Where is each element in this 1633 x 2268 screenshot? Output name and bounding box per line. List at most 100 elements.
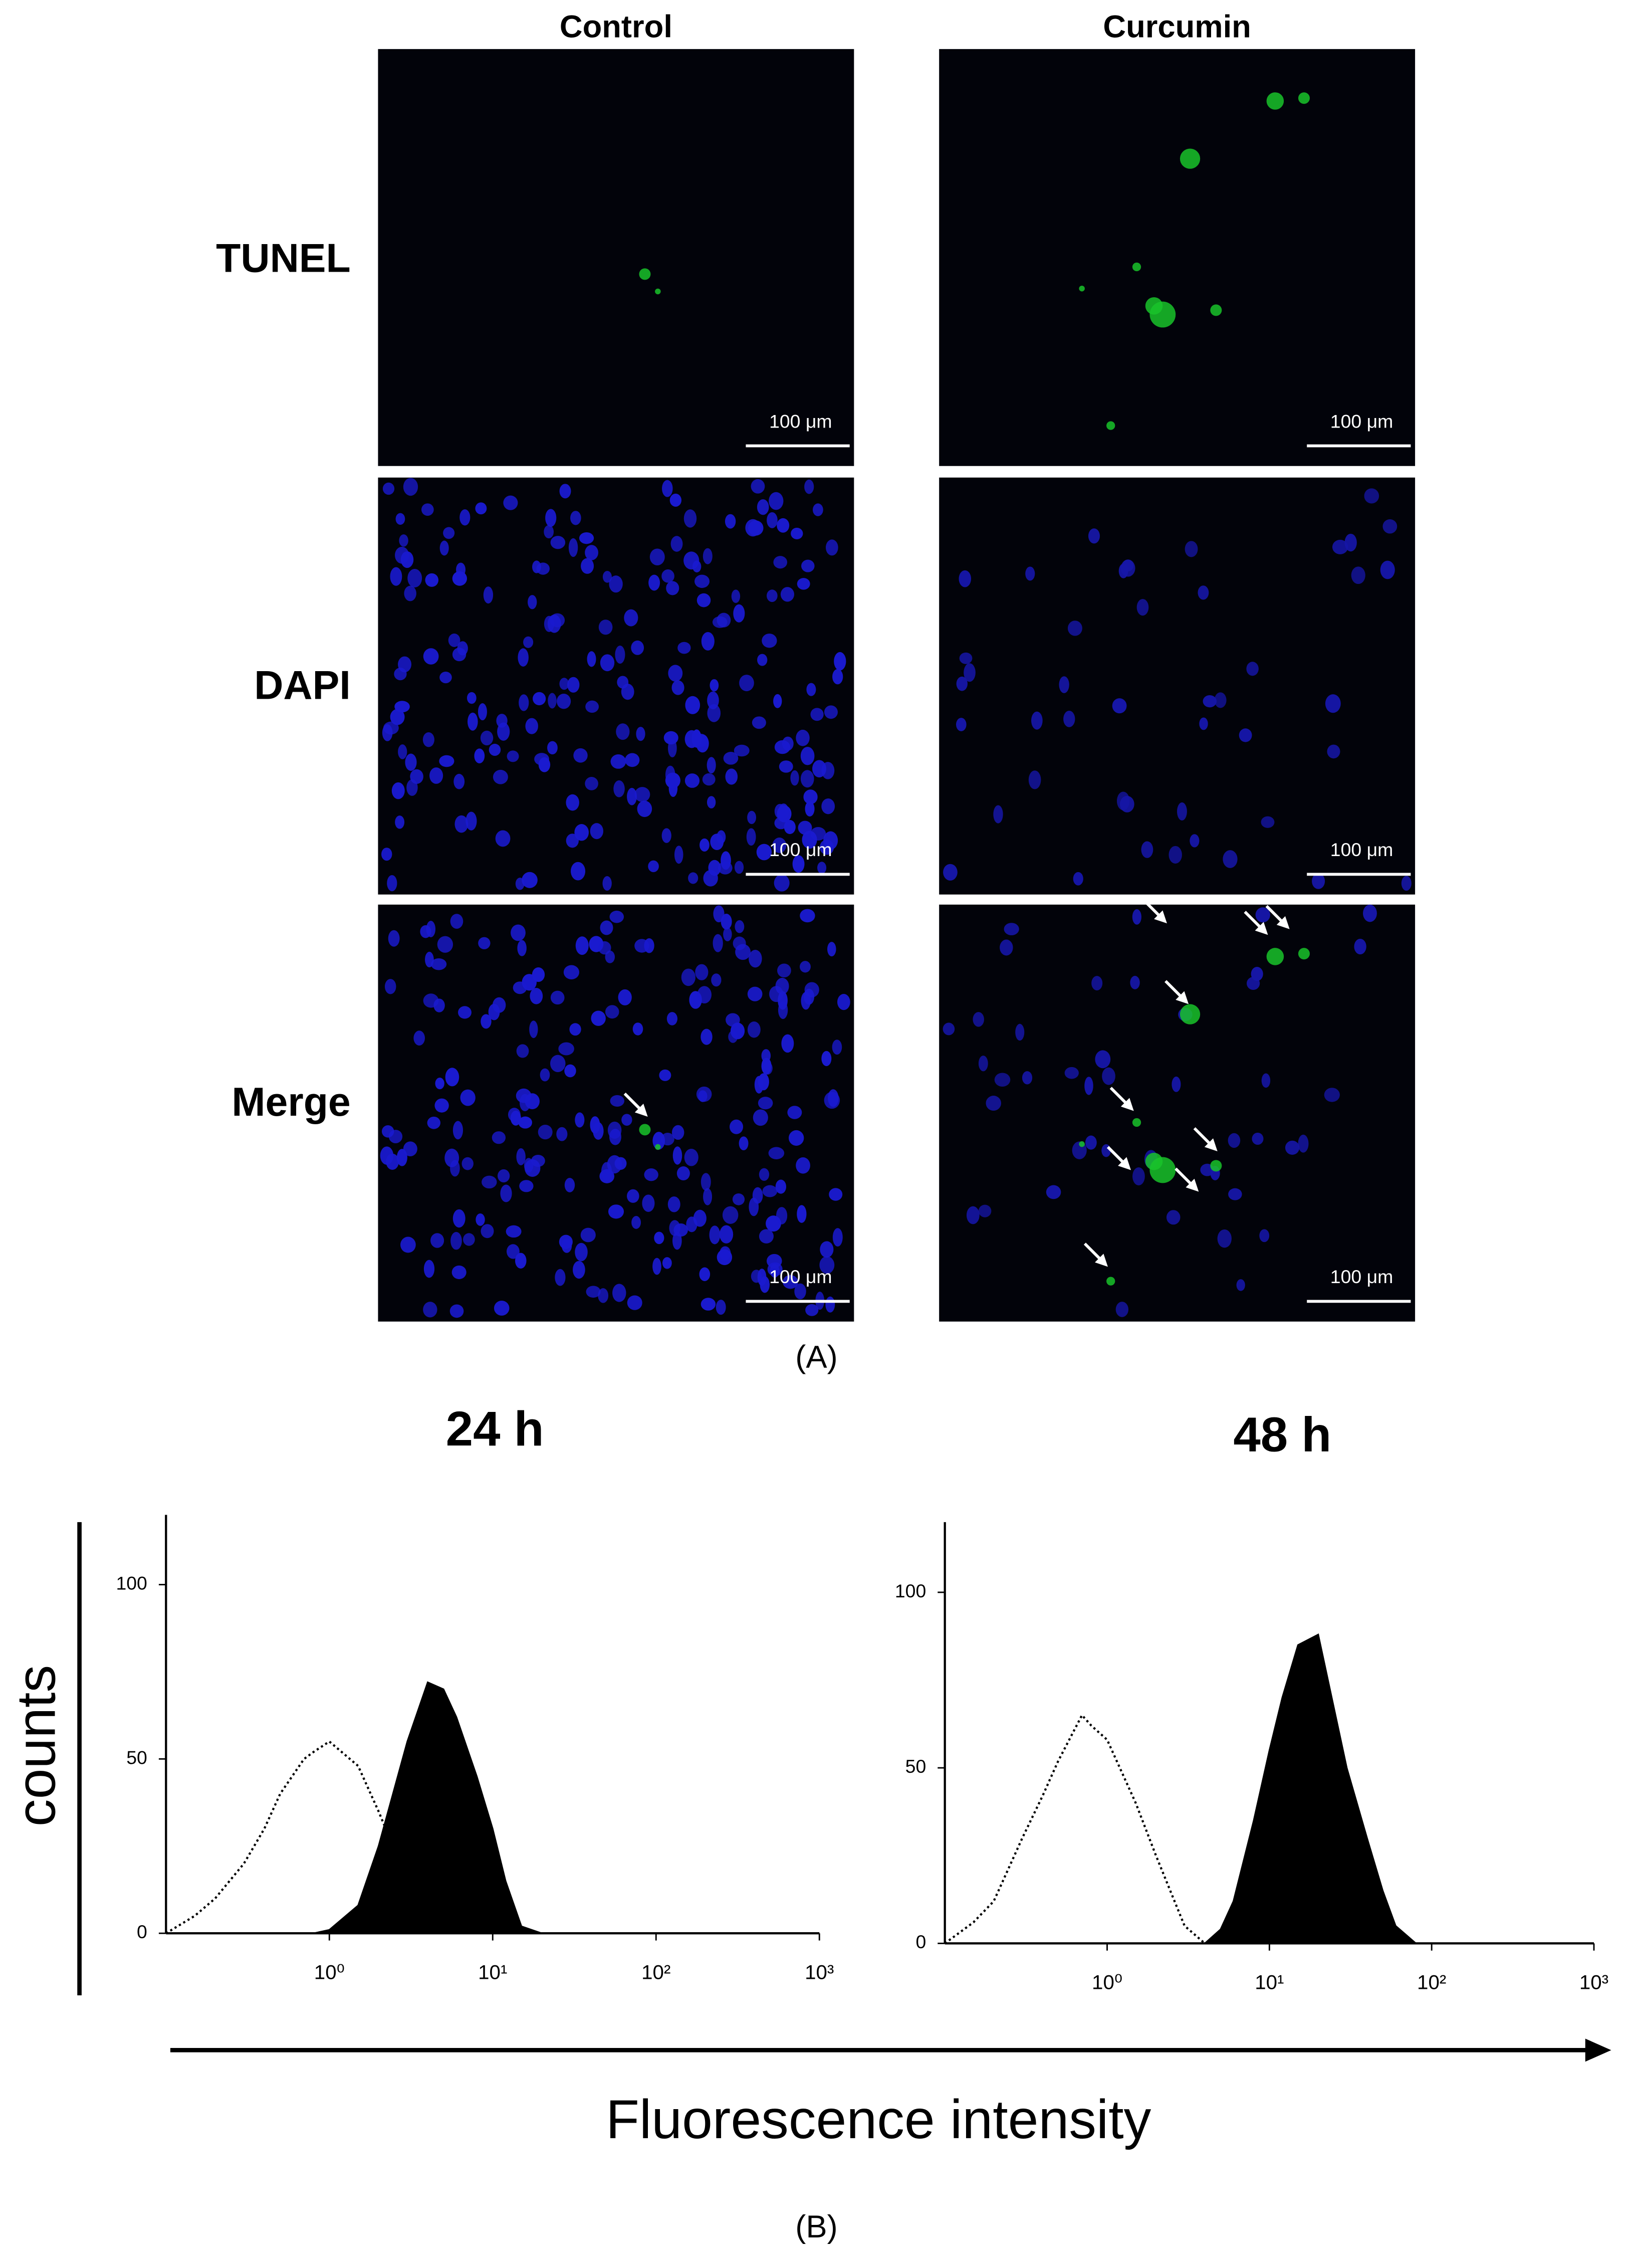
nucleus [503,495,518,510]
nucleus [1015,1023,1025,1041]
nucleus [404,585,416,601]
nucleus [476,1213,485,1226]
nucleus [825,539,838,556]
nucleus [666,581,679,595]
tunel-signal [1149,1157,1176,1183]
nucleus [1239,728,1252,742]
nucleus [1132,1167,1145,1186]
nucleus [598,941,611,955]
micrograph [378,904,854,1322]
tunel-signal [639,268,651,280]
tunel-signal [1132,262,1141,272]
nucleus [518,648,529,667]
scale-bar-label: 100 μm [769,839,832,860]
nucleus [1028,770,1041,789]
nucleus [819,840,834,855]
tunel-signal [1210,304,1222,316]
nucleus [1199,717,1208,730]
nucleus [382,482,395,495]
arrow-head [1204,1138,1218,1152]
nucleus [507,750,519,762]
nucleus [812,760,826,778]
outline-histogram [165,1740,457,1935]
nucleus [752,716,766,729]
nucleus [767,512,778,528]
nucleus [386,1153,399,1170]
column-label: Curcumin [1103,9,1251,44]
nucleus [548,693,557,709]
nucleus [1084,1077,1093,1095]
nucleus [557,693,571,709]
nucleus [777,518,790,533]
nucleus [798,820,812,835]
nucleus [725,514,736,529]
arrow-head [1585,2038,1611,2062]
nucleus [695,964,709,980]
nucleus [762,1062,773,1075]
nucleus [659,1069,671,1081]
nucleus [590,823,604,840]
nucleus [1325,694,1341,713]
nucleus [591,1010,606,1026]
nucleus [684,773,700,788]
nucleus [474,748,485,763]
nucleus [580,1227,596,1243]
nucleus [832,669,843,685]
nucleus [533,692,546,706]
nucleus [821,1051,832,1067]
nucleus [1101,1144,1111,1157]
nucleus [677,642,691,654]
nucleus [618,989,632,1005]
micrograph [939,477,1416,895]
x-tick-label: 10⁰ [314,1961,345,1983]
nucleus [800,909,815,923]
nucleus [429,767,443,784]
nucleus [769,492,784,510]
nucleus [1327,744,1340,759]
nucleus [703,548,713,564]
nucleus [1324,1088,1340,1102]
nucleus [775,977,789,995]
nucleus [450,914,463,929]
nucleus [794,1283,806,1300]
nucleus [788,1130,804,1146]
nucleus [956,676,968,691]
tunel-signal [1079,1141,1085,1147]
nucleus [688,872,698,884]
nucleus [550,990,565,1005]
nucleus [575,936,589,955]
nucleus [701,1028,713,1045]
nucleus [697,986,712,1004]
nucleus [481,1224,494,1239]
nucleus [800,746,815,765]
nucleus [605,1005,619,1019]
nucleus [460,1089,476,1106]
nucleus [748,520,764,536]
nucleus [993,805,1003,823]
nucleus [1203,695,1217,708]
nucleus [516,1044,529,1058]
micrograph [378,49,854,466]
micrograph [939,49,1416,466]
nucleus [497,722,510,741]
tunel-signal [1132,1118,1141,1127]
x-tick-label: 10² [1417,1971,1446,1994]
nucleus [805,801,815,817]
nucleus [775,1179,787,1194]
nucleus [494,1300,510,1316]
nucleus [406,779,418,796]
nucleus [437,936,453,953]
nucleus [676,1166,690,1181]
y-axis-label: counts [6,1665,67,1826]
row-label: TUNEL [216,236,351,281]
nucleus [538,1124,553,1140]
nucleus [665,765,675,784]
nucleus [544,615,555,632]
nucleus [973,1012,984,1027]
nucleus [517,940,527,956]
nucleus [391,782,405,799]
nucleus [398,656,411,673]
nucleus [461,1157,474,1170]
nucleus [590,1116,600,1134]
